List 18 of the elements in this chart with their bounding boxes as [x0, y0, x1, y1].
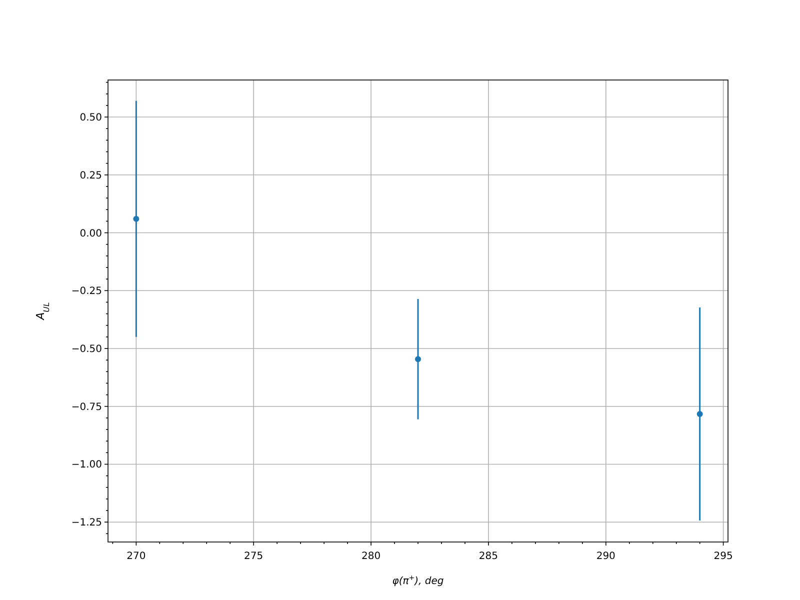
x-tick-label: 285	[478, 551, 498, 562]
point	[415, 356, 421, 362]
y-tick-label: −0.50	[71, 344, 102, 355]
y-tick-label: 0.25	[80, 170, 102, 182]
y-tick-label: −0.75	[71, 402, 102, 413]
y-tick-label: −1.00	[71, 460, 102, 471]
point	[133, 216, 140, 222]
y-tick-label: −0.25	[71, 286, 102, 298]
y-tick-label: −1.25	[71, 518, 102, 529]
x-tick-label: 295	[714, 551, 733, 562]
x-tick-label: 280	[361, 551, 381, 562]
x-tick-label: 290	[596, 551, 616, 562]
y-tick-label: 0.00	[80, 228, 102, 240]
x-tick-label: 275	[244, 551, 264, 562]
point	[696, 411, 703, 417]
x-axis-title: φ(π$^{+}$), deg	[392, 574, 444, 587]
x-tick-label: 270	[126, 551, 146, 562]
y-tick-label: 0.50	[80, 112, 102, 124]
